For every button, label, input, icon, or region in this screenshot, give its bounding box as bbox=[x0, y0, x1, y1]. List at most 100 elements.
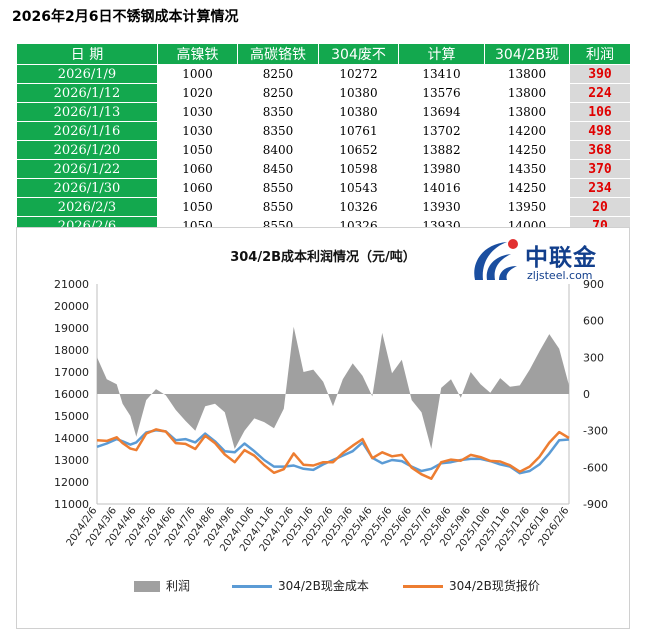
cell-spot: 13800 bbox=[484, 64, 570, 84]
cell-calc: 14016 bbox=[398, 178, 485, 198]
y-tick-right-label: 900 bbox=[583, 278, 604, 291]
cell-spot: 14350 bbox=[484, 159, 570, 179]
y-tick-right-label: 300 bbox=[583, 351, 604, 364]
cell-ferrochrome: 8350 bbox=[237, 121, 319, 141]
cell-ni-iron: 1000 bbox=[157, 64, 238, 84]
y-tick-left-label: 12000 bbox=[54, 476, 89, 489]
cell-calc: 13576 bbox=[398, 83, 485, 103]
cell-scrap: 10272 bbox=[318, 64, 399, 84]
cell-date: 2026/1/30 bbox=[16, 178, 158, 198]
table-row: 2026/1/16 1030 8350 10761 13702 14200 498 bbox=[16, 121, 631, 141]
y-tick-right-label: 600 bbox=[583, 315, 604, 328]
y-tick-left-label: 15000 bbox=[54, 410, 89, 423]
cell-calc: 13702 bbox=[398, 121, 485, 141]
table-row: 2026/1/30 1060 8550 10543 14016 14250 234 bbox=[16, 178, 631, 198]
chart-legend: 利润 304/2B现金成本 304/2B现货报价 bbox=[17, 576, 629, 596]
logo: 中联金 zljsteel.com bbox=[467, 234, 617, 286]
chart-title: 304/2B成本利润情况（元/吨） bbox=[230, 250, 416, 265]
cell-scrap: 10761 bbox=[318, 121, 399, 141]
legend-swatch-price bbox=[403, 585, 443, 588]
chart-svg: 11000 12000 13000 14000 15000 16000 17000 18000… bbox=[54, 278, 608, 554]
y-tick-left-label: 18000 bbox=[54, 344, 89, 357]
cell-scrap: 10326 bbox=[318, 197, 399, 217]
cell-calc: 13882 bbox=[398, 140, 485, 160]
legend-item-cost: 304/2B现金成本 bbox=[232, 576, 369, 596]
cell-calc: 13410 bbox=[398, 64, 485, 84]
cell-date: 2026/2/3 bbox=[16, 197, 158, 217]
cell-ferrochrome: 8250 bbox=[237, 83, 319, 103]
series-cost-line bbox=[96, 429, 570, 475]
y-tick-right-label: -900 bbox=[583, 498, 608, 511]
cell-profit: 368 bbox=[569, 140, 631, 160]
table-header-row: 日 期 高镍铁 高碳铬铁 304废不 计算 304/2B现 利润 bbox=[16, 43, 631, 65]
cell-calc: 13930 bbox=[398, 197, 485, 217]
cell-date: 2026/1/13 bbox=[16, 102, 158, 122]
cell-scrap: 10652 bbox=[318, 140, 399, 160]
page-title: 2026年2月6日不锈钢成本计算情况 bbox=[12, 9, 239, 25]
cell-ferrochrome: 8550 bbox=[237, 197, 319, 217]
legend-label-profit: 利润 bbox=[166, 579, 191, 593]
legend-swatch-profit bbox=[134, 581, 160, 592]
cell-date: 2026/1/16 bbox=[16, 121, 158, 141]
cell-profit: 20 bbox=[569, 197, 631, 217]
cost-table: 日 期 高镍铁 高碳铬铁 304废不 计算 304/2B现 利润 2026/1/… bbox=[16, 43, 631, 236]
cell-ni-iron: 1030 bbox=[157, 102, 238, 122]
legend-item-price: 304/2B现货报价 bbox=[403, 576, 540, 596]
cell-ni-iron: 1060 bbox=[157, 178, 238, 198]
cell-profit: 498 bbox=[569, 121, 631, 141]
y-tick-left-label: 16000 bbox=[54, 388, 89, 401]
header-ni-iron: 高镍铁 bbox=[157, 43, 238, 65]
cell-ferrochrome: 8550 bbox=[237, 178, 319, 198]
cell-profit: 106 bbox=[569, 102, 631, 122]
table-row: 2026/1/9 1000 8250 10272 13410 13800 390 bbox=[16, 64, 631, 84]
legend-item-profit: 利润 bbox=[134, 576, 190, 596]
cell-spot: 13800 bbox=[484, 83, 570, 103]
y-tick-left-label: 21000 bbox=[54, 278, 89, 291]
legend-label-price: 304/2B现货报价 bbox=[449, 579, 540, 593]
cell-date: 2026/1/12 bbox=[16, 83, 158, 103]
header-ferrochrome: 高碳铬铁 bbox=[237, 43, 319, 65]
table-row: 2026/2/3 1050 8550 10326 13930 13950 20 bbox=[16, 197, 631, 217]
cell-ferrochrome: 8450 bbox=[237, 159, 319, 179]
table-row: 2026/1/22 1060 8450 10598 13980 14350 370 bbox=[16, 159, 631, 179]
cell-ni-iron: 1020 bbox=[157, 83, 238, 103]
cell-spot: 14250 bbox=[484, 140, 570, 160]
y-tick-left-label: 19000 bbox=[54, 322, 89, 335]
y-tick-right-label: -600 bbox=[583, 461, 608, 474]
logo-url: zljsteel.com bbox=[527, 269, 593, 282]
y-tick-right-label: 0 bbox=[583, 388, 590, 401]
y-tick-left-label: 14000 bbox=[54, 432, 89, 445]
cell-calc: 13980 bbox=[398, 159, 485, 179]
cell-spot: 14200 bbox=[484, 121, 570, 141]
table-row: 2026/1/13 1030 8350 10380 13694 13800 106 bbox=[16, 102, 631, 122]
y-tick-left-label: 11000 bbox=[54, 498, 89, 511]
cell-ferrochrome: 8400 bbox=[237, 140, 319, 160]
header-date: 日 期 bbox=[16, 43, 158, 65]
cell-profit: 234 bbox=[569, 178, 631, 198]
legend-label-cost: 304/2B现金成本 bbox=[278, 579, 369, 593]
cell-ni-iron: 1060 bbox=[157, 159, 238, 179]
cell-profit: 370 bbox=[569, 159, 631, 179]
cell-ferrochrome: 8350 bbox=[237, 102, 319, 122]
y-tick-left-label: 20000 bbox=[54, 300, 89, 313]
header-scrap: 304废不 bbox=[318, 43, 399, 65]
cell-spot: 14250 bbox=[484, 178, 570, 198]
table-row: 2026/1/12 1020 8250 10380 13576 13800 224 bbox=[16, 83, 631, 103]
cell-scrap: 10543 bbox=[318, 178, 399, 198]
series-price-line bbox=[96, 428, 570, 480]
cell-calc: 13694 bbox=[398, 102, 485, 122]
cell-date: 2026/1/9 bbox=[16, 64, 158, 84]
y-tick-left-label: 17000 bbox=[54, 366, 89, 379]
logo-swoosh-icon bbox=[474, 239, 518, 280]
cell-scrap: 10380 bbox=[318, 102, 399, 122]
y-tick-right-label: -300 bbox=[583, 425, 608, 438]
cell-date: 2026/1/20 bbox=[16, 140, 158, 160]
logo-name: 中联金 bbox=[525, 245, 597, 271]
cell-ni-iron: 1050 bbox=[157, 197, 238, 217]
cell-ni-iron: 1030 bbox=[157, 121, 238, 141]
header-calc: 计算 bbox=[398, 43, 485, 65]
table-row: 2026/1/20 1050 8400 10652 13882 14250 368 bbox=[16, 140, 631, 160]
cell-profit: 224 bbox=[569, 83, 631, 103]
cell-spot: 13800 bbox=[484, 102, 570, 122]
cell-ni-iron: 1050 bbox=[157, 140, 238, 160]
